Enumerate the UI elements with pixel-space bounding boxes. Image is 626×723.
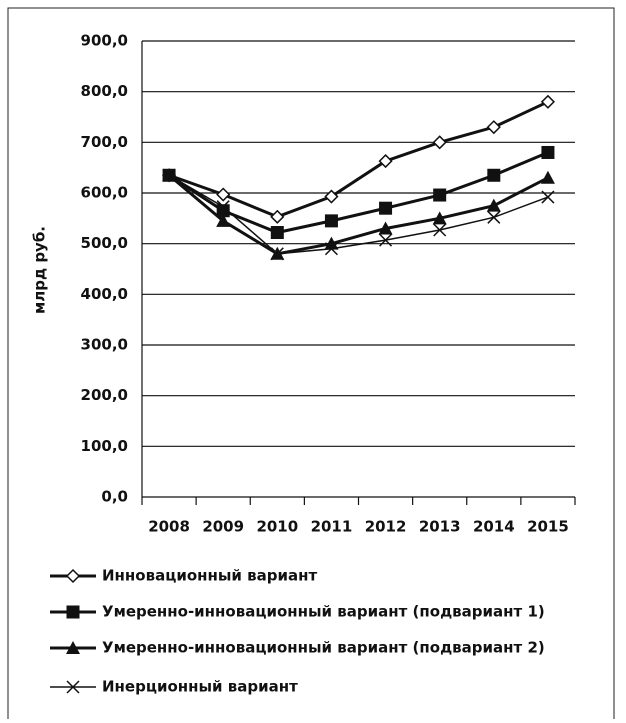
marker: [216, 200, 230, 214]
series-line: [168, 174, 549, 255]
x-tick-label: 2008: [148, 518, 190, 536]
marker: [379, 201, 393, 215]
y-tick-label: 600,0: [81, 184, 128, 202]
marker: [541, 145, 555, 159]
marker: [270, 209, 285, 224]
legend-label: Инновационный вариант: [102, 567, 318, 585]
marker: [486, 198, 501, 212]
marker: [540, 170, 555, 184]
marker: [433, 223, 447, 237]
marker: [270, 226, 284, 240]
marker: [433, 188, 447, 202]
y-tick-label: 500,0: [81, 234, 128, 252]
frame: [7, 7, 615, 723]
marker: [270, 247, 284, 261]
x-tick-label: 2011: [311, 518, 353, 536]
marker: [541, 190, 555, 204]
y-tick-label: 400,0: [81, 285, 128, 303]
legend-label: Умеренно-инновационный вариант (подвариа…: [102, 603, 545, 621]
x-tick-label: 2009: [202, 518, 244, 536]
legend-marker: [66, 605, 80, 619]
x-tick-label: 2013: [419, 518, 461, 536]
x-tick-label: 2010: [256, 518, 298, 536]
x-tick-label: 2014: [473, 518, 515, 536]
y-tick-label: 700,0: [81, 133, 128, 151]
legend-label: Умеренно-инновационный вариант (подвариа…: [102, 639, 545, 657]
marker: [324, 214, 338, 228]
marker: [324, 189, 339, 204]
marker: [540, 94, 555, 109]
legend-label: Инерционный вариант: [102, 678, 298, 696]
y-tick-label: 200,0: [81, 386, 128, 404]
series-line: [168, 100, 549, 219]
y-tick-label: 100,0: [81, 437, 128, 455]
legend-marker: [65, 568, 81, 584]
marker: [216, 213, 231, 227]
y-tick-label: 300,0: [81, 336, 128, 354]
marker: [216, 204, 230, 218]
y-axis-label: млрд руб.: [31, 226, 49, 314]
marker: [432, 211, 447, 225]
x-tick-label: 2012: [365, 518, 407, 536]
marker: [324, 236, 339, 250]
y-tick-label: 800,0: [81, 82, 128, 100]
legend-marker: [66, 680, 80, 694]
marker: [379, 233, 393, 247]
marker: [378, 154, 393, 169]
marker: [487, 210, 501, 224]
series-line: [168, 174, 549, 256]
marker: [378, 221, 393, 235]
y-tick-label: 900,0: [81, 32, 128, 50]
marker: [216, 187, 231, 202]
marker: [162, 168, 176, 182]
marker: [324, 242, 338, 256]
legend-marker: [66, 641, 80, 654]
y-tick-label: 0,0: [101, 488, 128, 506]
marker: [487, 168, 501, 182]
marker: [486, 120, 501, 135]
marker: [432, 135, 447, 150]
x-tick-label: 2015: [527, 518, 569, 536]
